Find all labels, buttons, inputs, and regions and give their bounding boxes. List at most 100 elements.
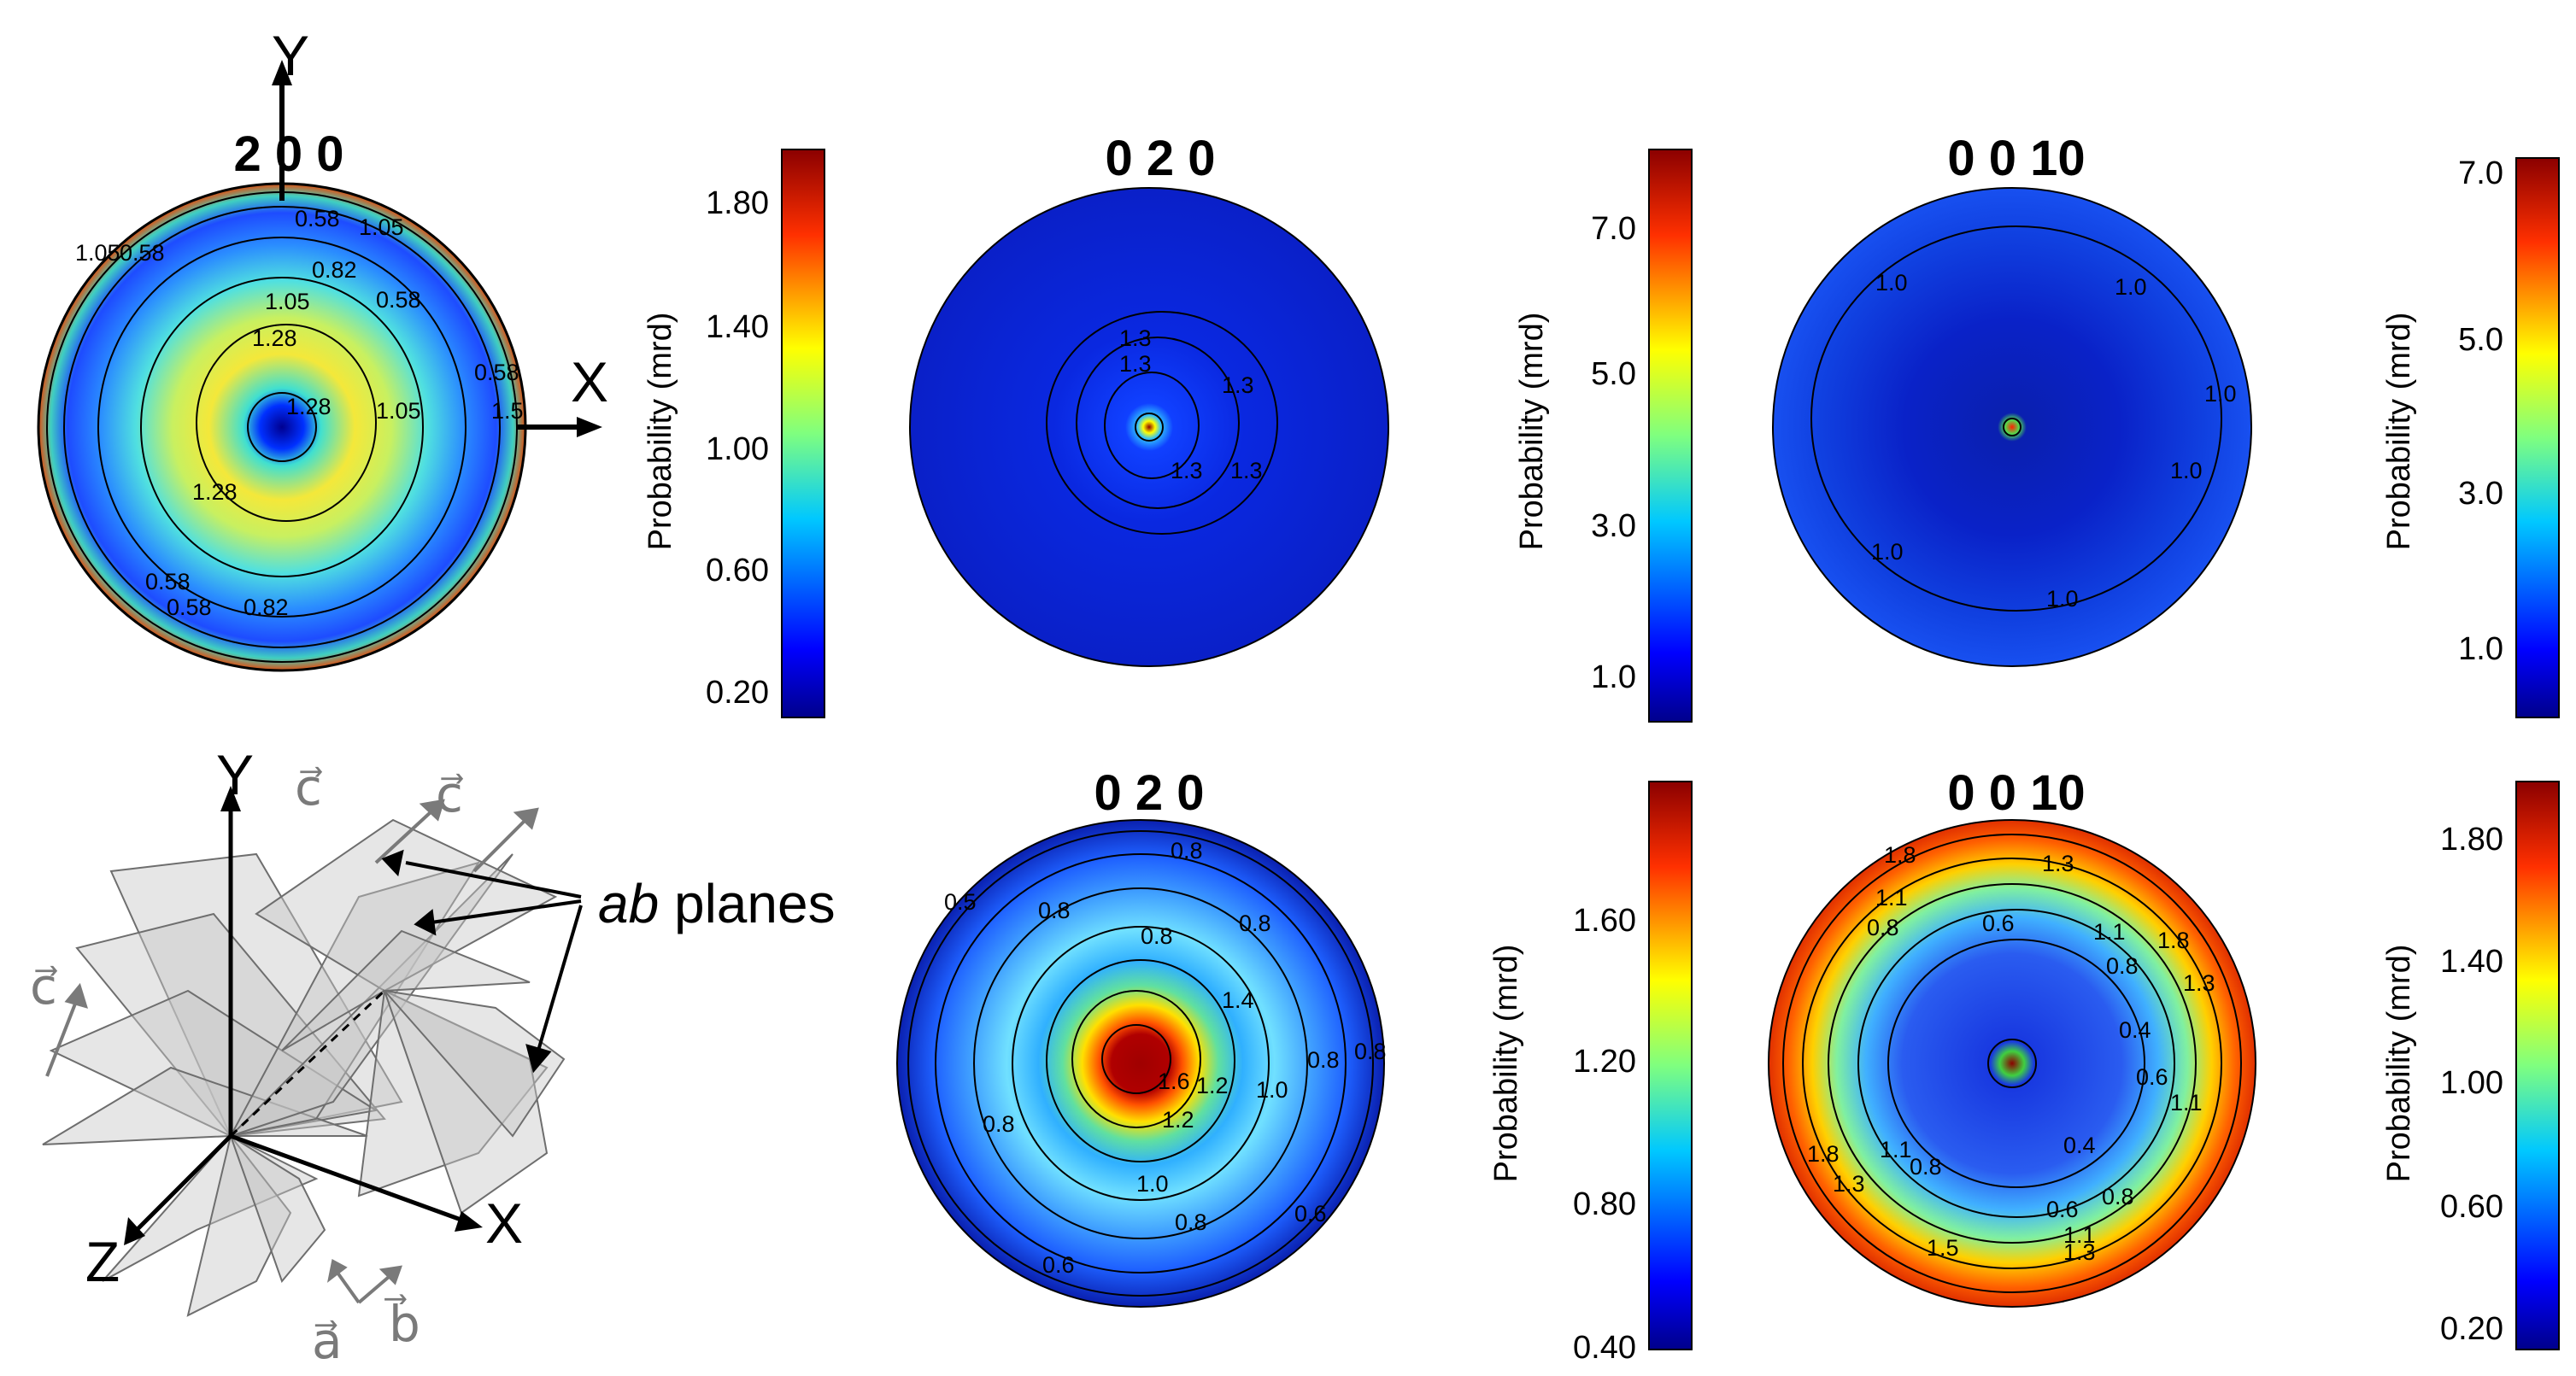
- svg-text:0 0 10: 0 0 10: [1947, 131, 2085, 186]
- svg-text:Probability (mrd): Probability (mrd): [1488, 945, 1524, 1183]
- svg-text:1.8: 1.8: [1807, 1141, 1840, 1167]
- svg-text:1.05: 1.05: [265, 289, 310, 314]
- svg-text:1.00: 1.00: [2440, 1065, 2503, 1101]
- svg-text:0 0 10: 0 0 10: [1947, 765, 2085, 821]
- colorbar-2: Probability (mrd) 7.0 5.0 3.0 1.0: [1514, 149, 1693, 723]
- svg-text:0.58: 0.58: [474, 360, 519, 385]
- svg-text:1.80: 1.80: [706, 185, 769, 221]
- svg-text:1.3: 1.3: [2183, 970, 2215, 996]
- panel-title: 2 0 0: [234, 126, 344, 182]
- svg-text:1.3: 1.3: [1230, 458, 1263, 483]
- svg-text:3.0: 3.0: [1591, 508, 1636, 544]
- svg-text:1.0: 1.0: [2115, 274, 2147, 300]
- svg-text:1.28: 1.28: [192, 479, 238, 505]
- svg-text:1.3: 1.3: [2063, 1239, 2096, 1265]
- svg-text:5.0: 5.0: [1591, 356, 1636, 392]
- y-axis-label: Y: [272, 24, 309, 87]
- svg-text:1.0: 1.0: [1871, 539, 1904, 565]
- svg-text:1.8: 1.8: [1884, 842, 1916, 868]
- colorbar-5: Probability (mrd) 1.80 1.40 1.00 0.60 0.…: [2381, 781, 2560, 1350]
- svg-text:0.58: 0.58: [120, 240, 165, 266]
- svg-text:1.0: 1.0: [1256, 1077, 1288, 1103]
- colorbar-1: Probability (mrd) 1.80 1.40 1.00 0.60 0.…: [643, 149, 825, 718]
- pole-figure-bottom-020: 0 2 0 0.8 0.5 0.8 0.8 0.8 1.4 1.6 1.2 1.…: [896, 765, 1387, 1308]
- svg-text:0.8: 0.8: [1038, 898, 1071, 923]
- svg-text:0.6: 0.6: [1042, 1252, 1075, 1278]
- svg-text:0.8: 0.8: [1910, 1154, 1942, 1180]
- svg-text:0.80: 0.80: [1573, 1186, 1636, 1222]
- svg-text:1.80: 1.80: [2440, 822, 2503, 858]
- svg-text:0 2 0: 0 2 0: [1094, 765, 1205, 821]
- y-axis-label: Y: [216, 743, 254, 806]
- svg-text:1.2: 1.2: [1162, 1107, 1194, 1133]
- svg-text:1.05: 1.05: [359, 214, 404, 240]
- svg-text:0.58: 0.58: [376, 287, 421, 313]
- svg-text:0.4: 0.4: [2119, 1017, 2151, 1043]
- svg-text:0.58: 0.58: [167, 594, 212, 620]
- svg-text:0.8: 0.8: [2106, 953, 2139, 979]
- svg-text:Probability (mrd): Probability (mrd): [2381, 945, 2417, 1183]
- svg-text:1.1: 1.1: [2063, 1222, 2096, 1248]
- svg-text:1.0: 1.0: [2204, 381, 2237, 407]
- colorbar-3: Probability (mrd) 7.0 5.0 3.0 1.0: [2381, 155, 2560, 718]
- svg-text:0.8: 0.8: [1171, 838, 1203, 864]
- svg-text:0.8: 0.8: [1354, 1039, 1387, 1064]
- svg-text:0.58: 0.58: [295, 206, 340, 231]
- svg-text:0.6: 0.6: [1982, 911, 2015, 936]
- pole-figure-top-020: 0 2 0 1.3 1.3 1.3 1.3 1.3: [909, 131, 1389, 667]
- svg-text:0.8: 0.8: [2102, 1184, 2134, 1209]
- svg-text:1.0: 1.0: [2046, 586, 2079, 612]
- svg-text:Probability (mrd): Probability (mrd): [1514, 313, 1550, 551]
- c-vector-label: c⃗: [30, 959, 58, 1015]
- svg-text:0.8: 0.8: [1867, 915, 1899, 940]
- svg-text:0.6: 0.6: [2046, 1197, 2079, 1222]
- pole-figure-bottom-0010: 0 0 10 1.8 1.3 1.1 0.8 0.6 1.1 1.8 1.3 0…: [1768, 765, 2256, 1308]
- svg-text:0.58: 0.58: [145, 569, 191, 594]
- svg-text:1.40: 1.40: [2440, 944, 2503, 980]
- svg-text:0.8: 0.8: [1141, 923, 1173, 949]
- panel-title: 0 2 0: [1106, 131, 1216, 186]
- svg-text:0.60: 0.60: [706, 553, 769, 588]
- svg-text:0.20: 0.20: [2440, 1311, 2503, 1347]
- svg-text:1.1: 1.1: [1880, 1137, 1912, 1162]
- svg-text:1.28: 1.28: [286, 394, 332, 419]
- svg-text:1.05: 1.05: [75, 240, 120, 266]
- svg-text:7.0: 7.0: [2458, 155, 2503, 191]
- svg-text:7.0: 7.0: [1591, 211, 1636, 247]
- svg-text:0.82: 0.82: [244, 594, 289, 620]
- svg-text:5.0: 5.0: [2458, 322, 2503, 358]
- svg-text:1.1: 1.1: [2093, 919, 2126, 945]
- z-axis-label: Z: [85, 1230, 120, 1293]
- svg-text:1.5: 1.5: [1927, 1235, 1959, 1261]
- pole-figure-disc: [909, 187, 1389, 667]
- svg-text:1.05: 1.05: [376, 398, 421, 424]
- svg-text:1.3: 1.3: [1119, 351, 1152, 377]
- svg-text:0.40: 0.40: [1573, 1330, 1636, 1366]
- svg-text:0.8: 0.8: [1307, 1047, 1340, 1073]
- b-vector-label: b⃗: [384, 1293, 420, 1352]
- svg-text:0.8: 0.8: [1175, 1209, 1207, 1235]
- svg-text:1.3: 1.3: [1833, 1171, 1865, 1197]
- svg-text:1.1: 1.1: [1875, 885, 1908, 911]
- ab-planes-label: ab planes: [598, 873, 836, 934]
- svg-text:1.40: 1.40: [706, 309, 769, 345]
- svg-text:0.5: 0.5: [944, 889, 977, 915]
- a-vector-label: a⃗: [312, 1314, 343, 1369]
- svg-text:0.60: 0.60: [2440, 1189, 2503, 1225]
- colorbar-label: Probability (mrd): [643, 313, 678, 551]
- pole-figure-top-0010: 0 0 10 1.0 1.0 1.0 1.0 1.0 1.0: [1772, 131, 2252, 667]
- colorbar-4: Probability (mrd) 1.60 1.20 0.80 0.40: [1488, 781, 1693, 1366]
- svg-text:1.2: 1.2: [1196, 1073, 1229, 1098]
- svg-text:0.82: 0.82: [312, 257, 357, 283]
- svg-text:1.4: 1.4: [1222, 987, 1254, 1013]
- svg-text:0.8: 0.8: [983, 1111, 1015, 1137]
- svg-text:1.0: 1.0: [2458, 631, 2503, 667]
- svg-text:1.3: 1.3: [1222, 372, 1254, 398]
- svg-text:0.4: 0.4: [2063, 1133, 2096, 1158]
- c-vector-label: c⃗: [436, 767, 464, 823]
- contour-labels: 0.58 1.05 1.05 0.58 0.82 1.05 0.58 1.28 …: [75, 206, 524, 620]
- svg-text:1.3: 1.3: [2042, 851, 2074, 876]
- svg-text:1.1: 1.1: [2170, 1090, 2203, 1115]
- svg-text:1.3: 1.3: [1119, 325, 1152, 351]
